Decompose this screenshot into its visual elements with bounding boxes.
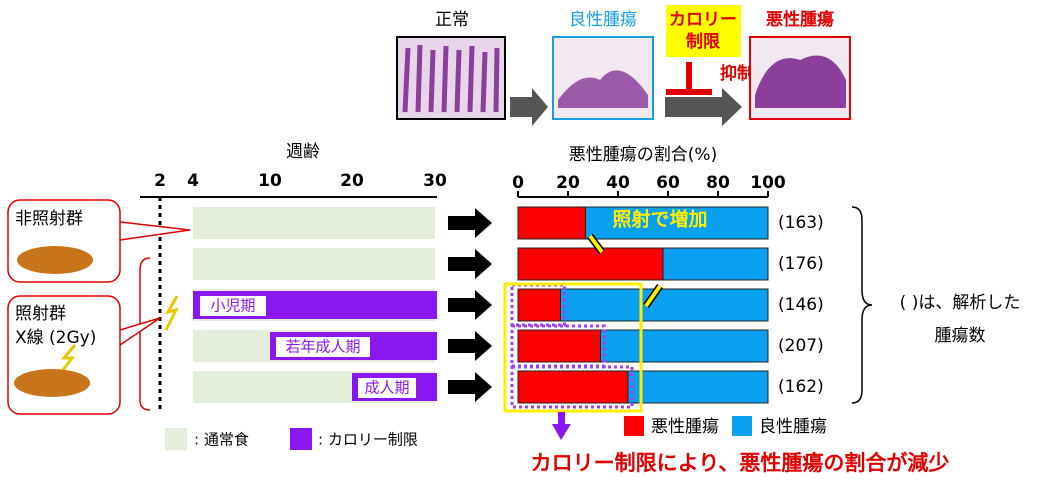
bar-segment (517, 329, 601, 363)
group-label: 非照射群 (15, 209, 83, 229)
period-box (200, 296, 266, 316)
xray-bolt (58, 344, 77, 375)
n-label: (162) (778, 377, 824, 397)
legend-label: : カロリー制限 (318, 431, 418, 449)
tick-label: 2 (154, 171, 166, 191)
arrow-up (552, 412, 571, 440)
bar-segment (600, 329, 769, 363)
bar-segment (627, 370, 769, 404)
bar-segment (517, 247, 664, 281)
x-tick-label: 40 (606, 173, 630, 193)
x-tick-label: 80 (706, 173, 730, 193)
tick-label: 20 (340, 171, 364, 191)
label-cr: カロリー (669, 10, 737, 30)
xray-bolt (164, 295, 179, 331)
mouse (14, 369, 90, 397)
arrow (588, 234, 604, 254)
bar-segment (517, 370, 629, 404)
period-box (276, 337, 370, 357)
stacked-bar-chart: 0 20 40 60 80 100 (163) (176) (146) (207) (162) 照射で… (510, 173, 827, 437)
period-label: 小児期 (210, 297, 255, 315)
mouse (17, 246, 93, 274)
n-label: (207) (778, 336, 824, 356)
legend-label: : 通常食 (194, 431, 249, 449)
group-label: 照射群 (15, 304, 66, 324)
arrow (644, 284, 662, 308)
note: ( )は、解析した (900, 293, 1021, 313)
legend-swatch (165, 428, 187, 450)
period-box (358, 378, 416, 398)
chart-title: 悪性腫瘍の割合(%) (569, 145, 717, 165)
group-label: X線 (2Gy) (15, 328, 96, 348)
x-tick-label: 0 (512, 173, 524, 193)
arrow (665, 88, 742, 126)
period-label: 若年成人期 (285, 338, 360, 356)
highlight-box (503, 282, 643, 413)
image-normal (396, 36, 506, 120)
n-label: (146) (778, 295, 824, 315)
note: 腫瘍数 (935, 326, 986, 346)
tick-label: 30 (423, 171, 447, 191)
tissue (558, 70, 648, 108)
label-normal: 正常 (435, 10, 469, 30)
tissue (755, 55, 846, 108)
label-suppress: 抑制 (720, 63, 754, 84)
bar-segment (585, 206, 769, 240)
n-label: (163) (778, 213, 824, 233)
x-tick-label: 20 (556, 173, 580, 193)
label-cr: 制限 (686, 31, 720, 52)
tick-label: 4 (187, 171, 199, 191)
bar-segment (560, 288, 769, 322)
bar-segment (517, 206, 586, 240)
x-tick-label: 60 (656, 173, 680, 193)
label-benign: 良性腫瘍 (569, 10, 637, 30)
callout-tail (119, 317, 161, 346)
n-label: (176) (778, 254, 824, 274)
bar-segment (517, 288, 561, 322)
legend-label: 悪性腫瘍 (651, 417, 719, 437)
annotation: 照射で増加 (612, 208, 707, 231)
period-label: 成人期 (364, 379, 409, 397)
brace (851, 206, 873, 404)
legend-swatch (290, 428, 312, 450)
tick-label: 10 (258, 171, 282, 191)
cr-box (666, 5, 741, 57)
axis-title: 週齢 (286, 142, 320, 162)
arrow (510, 88, 548, 126)
legend-swatch (624, 416, 644, 436)
highlight-outline (510, 365, 634, 409)
callout-tail (119, 221, 191, 241)
conclusion: カロリー制限により、悪性腫瘍の割合が減少 (531, 451, 950, 475)
arrows (448, 208, 492, 402)
villi (402, 44, 500, 113)
bar-segment (662, 247, 769, 281)
bracket (139, 257, 151, 411)
legend-label: 良性腫瘍 (759, 417, 827, 437)
label-malignant: 悪性腫瘍 (766, 9, 834, 30)
legend-swatch (732, 416, 752, 436)
x-tick-label: 100 (750, 173, 786, 193)
